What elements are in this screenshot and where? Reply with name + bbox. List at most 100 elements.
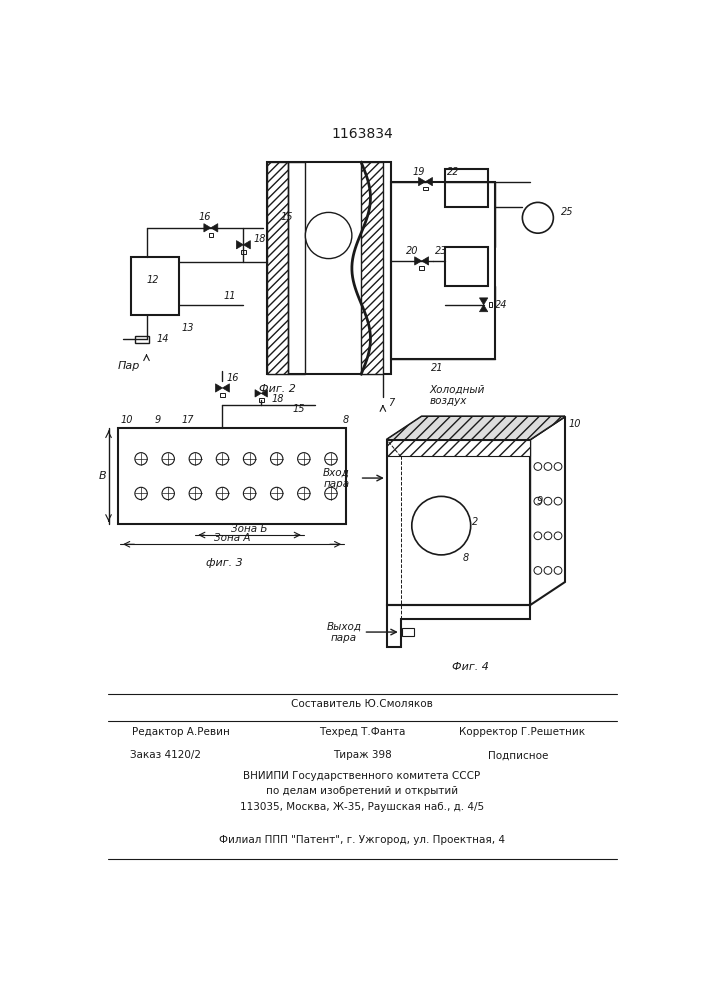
Polygon shape — [255, 390, 261, 397]
Text: Филиал ППП "Патент", г. Ужгород, ул. Проектная, 4: Филиал ППП "Патент", г. Ужгород, ул. Про… — [219, 835, 505, 845]
Polygon shape — [479, 305, 488, 312]
Polygon shape — [414, 257, 421, 265]
Text: по делам изобретений и открытий: по делам изобретений и открытий — [266, 786, 458, 796]
Circle shape — [135, 453, 147, 465]
Circle shape — [554, 463, 562, 470]
Text: 8: 8 — [343, 415, 349, 425]
Text: 15: 15 — [292, 404, 305, 414]
Circle shape — [544, 463, 552, 470]
Text: 16: 16 — [199, 212, 211, 222]
Circle shape — [135, 487, 147, 500]
Circle shape — [189, 453, 201, 465]
Circle shape — [544, 567, 552, 574]
Text: 18: 18 — [253, 234, 266, 244]
Text: 12: 12 — [146, 275, 159, 285]
Text: фиг. 3: фиг. 3 — [206, 558, 243, 568]
Polygon shape — [421, 257, 428, 265]
Text: Техред Т.Фанта: Техред Т.Фанта — [319, 727, 405, 737]
Bar — [267, 162, 391, 374]
Polygon shape — [426, 177, 433, 186]
Circle shape — [544, 532, 552, 540]
Polygon shape — [211, 224, 218, 232]
Bar — [220, 393, 225, 397]
Bar — [387, 440, 530, 456]
Text: Корректор Г.Решетник: Корректор Г.Решетник — [460, 727, 585, 737]
Text: 25: 25 — [561, 207, 573, 217]
Text: 18: 18 — [271, 394, 284, 404]
Bar — [387, 440, 530, 605]
Text: Редактор А.Ревин: Редактор А.Ревин — [132, 727, 230, 737]
Circle shape — [544, 497, 552, 505]
Bar — [241, 250, 246, 254]
Circle shape — [554, 497, 562, 505]
Text: Составитель Ю.Смоляков: Составитель Ю.Смоляков — [291, 699, 433, 709]
Text: 14: 14 — [156, 334, 169, 344]
Bar — [391, 182, 495, 359]
Bar — [445, 247, 488, 286]
Circle shape — [243, 453, 256, 465]
Text: 16: 16 — [226, 373, 239, 383]
Text: 17: 17 — [182, 415, 194, 425]
Bar — [135, 336, 149, 343]
Text: Тираж 398: Тираж 398 — [332, 750, 392, 760]
Circle shape — [534, 497, 542, 505]
Bar — [361, 162, 383, 374]
Text: 19: 19 — [412, 167, 425, 177]
Text: 21: 21 — [431, 363, 443, 373]
Bar — [489, 302, 493, 307]
Text: 13: 13 — [182, 323, 194, 333]
Bar — [288, 162, 305, 374]
Polygon shape — [479, 298, 488, 305]
Circle shape — [162, 453, 175, 465]
Text: Фиг. 4: Фиг. 4 — [452, 662, 489, 672]
Circle shape — [216, 487, 228, 500]
Bar — [259, 398, 264, 402]
Text: Пар: Пар — [117, 361, 140, 371]
Text: B: B — [98, 471, 106, 481]
Text: Зона А: Зона А — [214, 533, 250, 543]
Text: 9: 9 — [537, 496, 542, 506]
Text: 1163834: 1163834 — [331, 127, 393, 141]
Bar — [131, 257, 179, 315]
Text: Заказ 4120/2: Заказ 4120/2 — [130, 750, 201, 760]
Circle shape — [411, 496, 471, 555]
Circle shape — [216, 453, 228, 465]
Text: Подписное: Подписное — [489, 750, 549, 760]
Bar — [118, 428, 346, 524]
Circle shape — [271, 487, 283, 500]
Circle shape — [522, 202, 554, 233]
Circle shape — [298, 487, 310, 500]
Text: ВНИИПИ Государственного комитета СССР: ВНИИПИ Государственного комитета СССР — [243, 771, 481, 781]
Circle shape — [189, 487, 201, 500]
Circle shape — [162, 487, 175, 500]
Text: 23: 23 — [435, 246, 448, 256]
Polygon shape — [243, 241, 250, 249]
Text: 10: 10 — [120, 415, 133, 425]
Polygon shape — [204, 224, 211, 232]
Text: 10: 10 — [569, 419, 581, 429]
Circle shape — [325, 487, 337, 500]
Text: Выход
пара: Выход пара — [327, 621, 361, 643]
Text: 11: 11 — [224, 291, 237, 301]
Bar — [209, 233, 213, 237]
Circle shape — [534, 567, 542, 574]
Text: 24: 24 — [494, 300, 507, 310]
Polygon shape — [261, 390, 267, 397]
Text: 15: 15 — [281, 212, 293, 222]
Polygon shape — [236, 241, 243, 249]
Text: 7: 7 — [388, 398, 395, 408]
Text: Зона Б: Зона Б — [231, 524, 268, 534]
Text: 2: 2 — [472, 517, 479, 527]
Polygon shape — [387, 416, 565, 440]
Bar — [445, 169, 488, 207]
Text: Холодный
воздух: Холодный воздух — [429, 385, 485, 406]
Circle shape — [534, 532, 542, 540]
Circle shape — [325, 453, 337, 465]
Text: 113035, Москва, Ж-35, Раушская наб., д. 4/5: 113035, Москва, Ж-35, Раушская наб., д. … — [240, 802, 484, 812]
Text: 8: 8 — [462, 553, 469, 563]
Circle shape — [298, 453, 310, 465]
Circle shape — [305, 212, 352, 259]
Bar — [267, 162, 288, 374]
Circle shape — [271, 453, 283, 465]
Text: 20: 20 — [406, 246, 419, 256]
